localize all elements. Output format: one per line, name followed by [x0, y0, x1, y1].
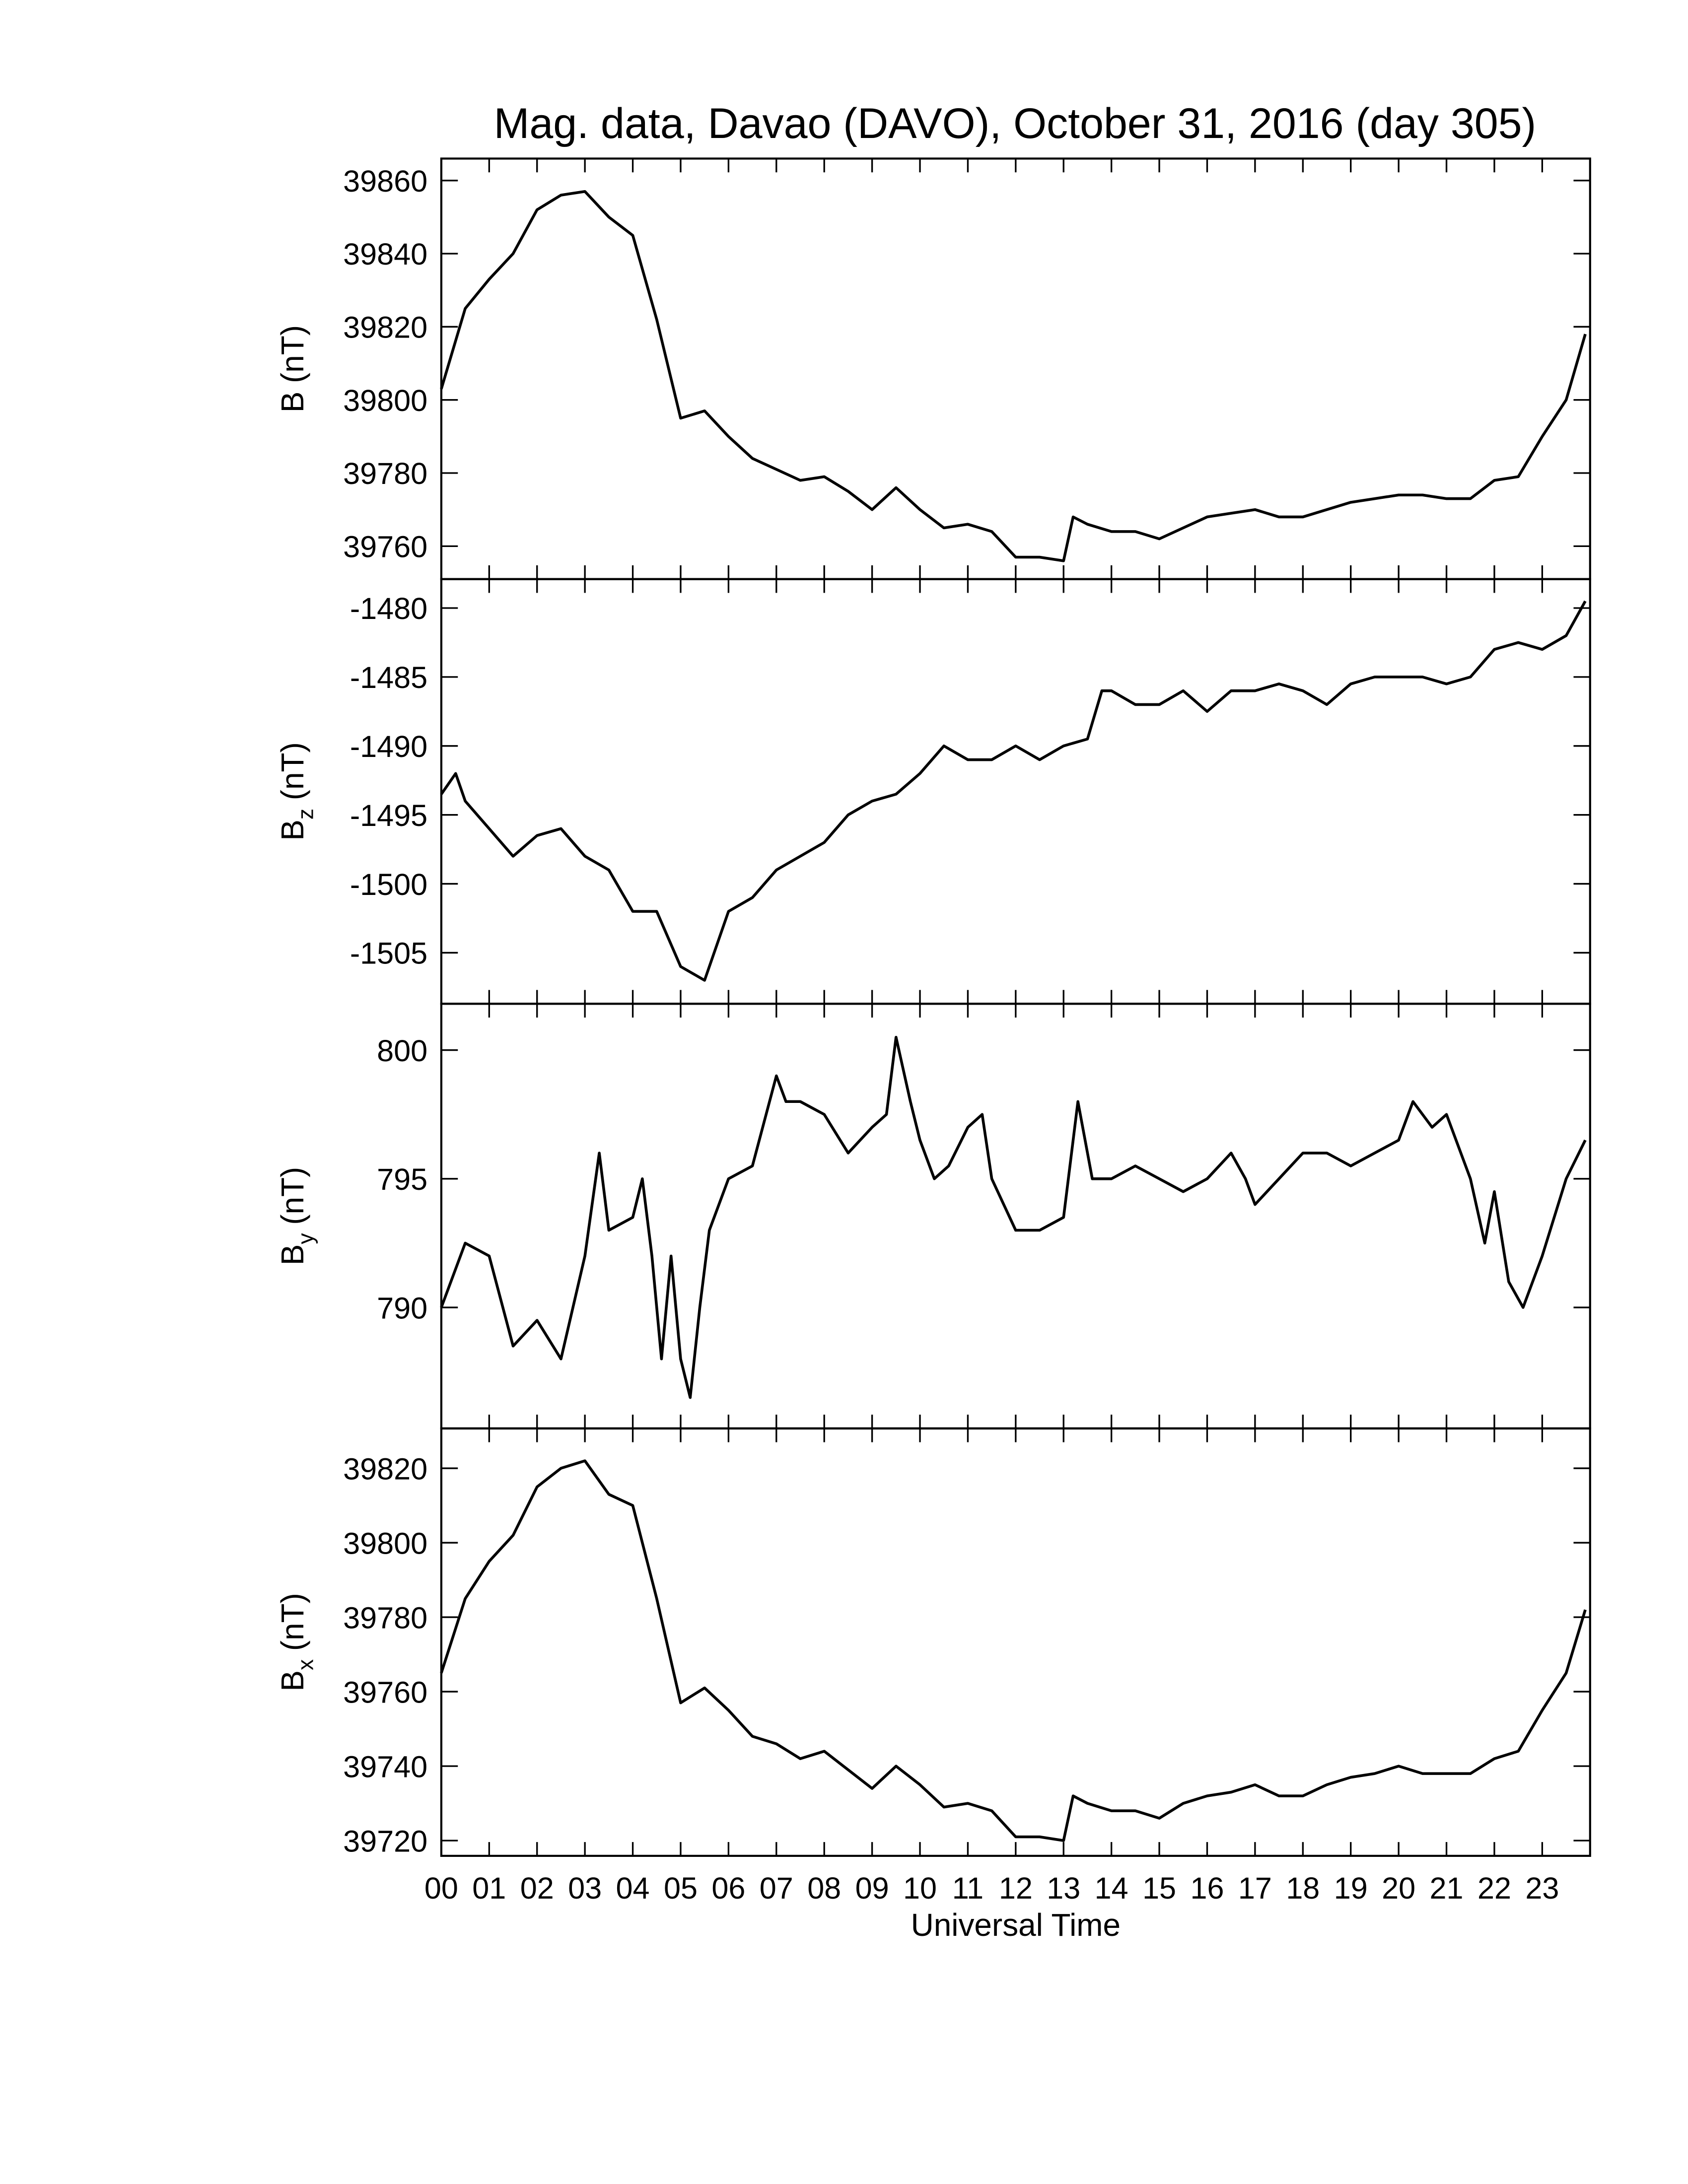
y-axis-label: B (nT)	[275, 325, 310, 412]
x-tick-label: 00	[424, 1871, 458, 1905]
y-axis-label: Bz (nT)	[275, 742, 318, 841]
y-axis-label-part: B	[275, 1244, 310, 1266]
y-axis-label-part: (nT)	[275, 1167, 310, 1225]
y-tick-label: -1500	[350, 868, 427, 901]
y-axis-label-part: (nT)	[275, 1593, 310, 1651]
x-tick-label: 14	[1095, 1871, 1128, 1905]
y-tick-label: 39780	[343, 1601, 427, 1635]
y-tick-label: 800	[377, 1034, 427, 1068]
x-tick-label: 13	[1047, 1871, 1080, 1905]
y-tick-label: 39760	[343, 530, 427, 564]
y-tick-label: 39720	[343, 1824, 427, 1858]
x-tick-label: 22	[1477, 1871, 1511, 1905]
y-axis-label-part: B	[275, 819, 310, 841]
x-tick-label: 20	[1382, 1871, 1415, 1905]
y-axis-label-part: (nT)	[275, 325, 310, 383]
y-axis-label-part: (nT)	[275, 742, 310, 800]
x-axis-label: Universal Time	[911, 1907, 1121, 1943]
x-tick-label: 07	[760, 1871, 793, 1905]
y-axis-label-subscript: z	[294, 809, 318, 819]
y-tick-label: 39760	[343, 1675, 427, 1709]
y-axis-label-part: B	[275, 1670, 310, 1692]
y-tick-label: 39780	[343, 457, 427, 490]
x-tick-label: 10	[903, 1871, 937, 1905]
y-tick-label: 790	[377, 1291, 427, 1325]
y-axis-label: Bx (nT)	[275, 1593, 318, 1692]
x-tick-label: 06	[711, 1871, 745, 1905]
x-tick-label: 16	[1190, 1871, 1224, 1905]
x-tick-label: 02	[520, 1871, 554, 1905]
x-tick-label: 08	[807, 1871, 841, 1905]
x-tick-label: 11	[952, 1871, 984, 1905]
y-tick-label: 39820	[343, 311, 427, 344]
x-tick-label: 17	[1238, 1871, 1272, 1905]
data-line	[440, 1459, 1587, 1842]
y-tick-label: 39800	[343, 384, 427, 417]
x-tick-label: 12	[999, 1871, 1033, 1905]
x-tick-label: 21	[1430, 1871, 1464, 1905]
x-tick-label: 19	[1334, 1871, 1368, 1905]
data-line	[440, 190, 1587, 562]
data-line	[440, 1035, 1587, 1399]
data-line	[440, 600, 1587, 982]
x-tick-label: 15	[1142, 1871, 1176, 1905]
y-tick-label: -1495	[350, 799, 427, 832]
x-tick-label: 18	[1286, 1871, 1320, 1905]
y-tick-label: 39860	[343, 164, 427, 198]
y-tick-label: -1485	[350, 661, 427, 694]
y-tick-label: -1490	[350, 730, 427, 763]
x-tick-label: 09	[855, 1871, 889, 1905]
y-tick-label: -1505	[350, 937, 427, 970]
y-axis-label: By (nT)	[275, 1167, 318, 1266]
x-tick-label: 05	[664, 1871, 698, 1905]
y-tick-label: 39840	[343, 237, 427, 271]
chart-title: Mag. data, Davao (DAVO), October 31, 201…	[494, 100, 1537, 147]
x-tick-label: 03	[568, 1871, 602, 1905]
y-tick-label: 39800	[343, 1526, 427, 1560]
x-tick-label: 23	[1525, 1871, 1559, 1905]
y-tick-label: 39820	[343, 1452, 427, 1486]
x-tick-label: 01	[472, 1871, 506, 1905]
x-tick-label: 04	[616, 1871, 650, 1905]
y-tick-label: -1480	[350, 592, 427, 625]
y-axis-label-subscript: x	[294, 1659, 318, 1670]
y-axis-label-part: B	[275, 392, 310, 413]
y-tick-label: 795	[377, 1162, 427, 1196]
y-axis-label-subscript: y	[294, 1233, 318, 1244]
y-tick-label: 39740	[343, 1750, 427, 1783]
